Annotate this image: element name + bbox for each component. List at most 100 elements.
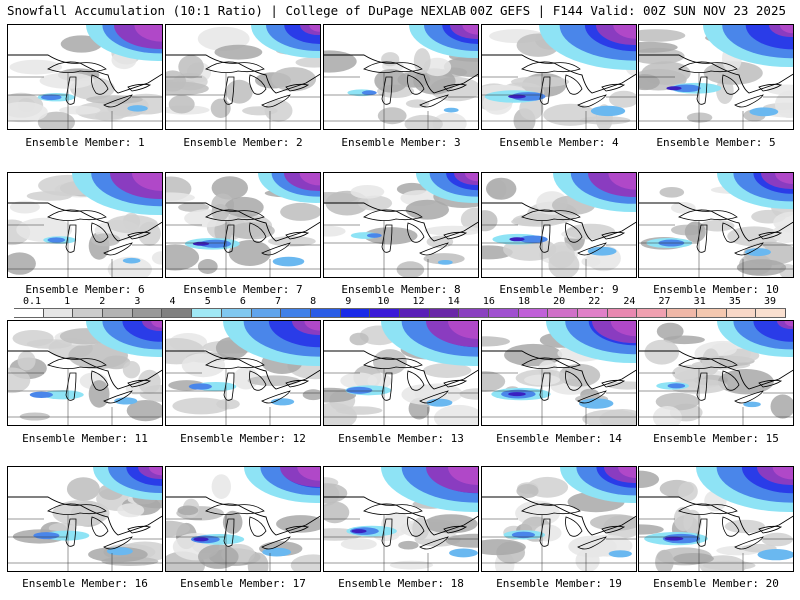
colorbar-swatch (429, 309, 460, 317)
snowfall-map (639, 321, 793, 425)
colorbar-swatch (637, 309, 668, 317)
snowfall-map (639, 173, 793, 277)
ensemble-member-label: Ensemble Member: 2 (183, 136, 303, 149)
colorbar-swatch (518, 309, 549, 317)
ensemble-member-label: Ensemble Member: 10 (653, 283, 779, 296)
snowfall-map-panel (7, 172, 163, 278)
colorbar-tick-label: 12 (412, 296, 425, 307)
ensemble-member-label: Ensemble Member: 16 (22, 577, 148, 590)
snowfall-map (166, 173, 320, 277)
ensemble-member-label: Ensemble Member: 4 (499, 136, 619, 149)
snowfall-map-panel (638, 466, 794, 572)
snowfall-map-panel (638, 172, 794, 278)
ensemble-member-label: Ensemble Member: 8 (341, 283, 461, 296)
colorbar-swatch (489, 309, 519, 317)
colorbar-tick-label: 24 (623, 296, 636, 307)
ensemble-member-label: Ensemble Member: 13 (338, 432, 464, 445)
colorbar-tick-label: 22 (588, 296, 601, 307)
colorbar-swatch (667, 309, 697, 317)
colorbar-tick-label: 14 (447, 296, 460, 307)
colorbar-swatch (578, 309, 608, 317)
snowfall-map (324, 467, 478, 571)
colorbar-tick-label: 18 (517, 296, 531, 307)
snowfall-map (324, 173, 478, 277)
colorbar-tick-label: 9 (345, 296, 352, 307)
colorbar-tick-label: 1 (64, 296, 71, 307)
snowfall-map-panel (638, 320, 794, 426)
colorbar-swatch (756, 309, 786, 317)
ensemble-member-label: Ensemble Member: 3 (341, 136, 461, 149)
snowfall-map-panel (165, 320, 321, 426)
ensemble-member-label: Ensemble Member: 5 (656, 136, 776, 149)
snowfall-map (639, 467, 793, 571)
colorbar-swatch (221, 309, 252, 317)
colorbar-swatch (696, 309, 727, 317)
colorbar-tick-label: 20 (553, 296, 566, 307)
snowfall-map-panel (323, 172, 479, 278)
colorbar-swatch (310, 309, 341, 317)
colorbar-tick-label: 6 (239, 296, 246, 307)
colorbar-strip (14, 308, 786, 318)
snowfall-map (482, 173, 636, 277)
colorbar-swatch (726, 309, 757, 317)
colorbar-tick-label: 10 (377, 296, 390, 307)
snowfall-map (482, 467, 636, 571)
colorbar-swatch (281, 309, 311, 317)
ensemble-member-label: Ensemble Member: 11 (22, 432, 148, 445)
snowfall-map (324, 25, 478, 129)
ensemble-member-label: Ensemble Member: 12 (180, 432, 306, 445)
colorbar-tick-label: 31 (693, 296, 706, 307)
ensemble-member-label: Ensemble Member: 9 (499, 283, 619, 296)
ensemble-member-label: Ensemble Member: 6 (25, 283, 145, 296)
colorbar-tick-label: 5 (204, 296, 211, 307)
snowfall-map (8, 467, 162, 571)
colorbar-tick-label: 2 (99, 296, 106, 307)
snowfall-map-panel (165, 24, 321, 130)
snowfall-colorbar: 0.1 1 2 3 4 5 6 7 8 9 10 12 14 16 18 20 22 24 27 31 35 39 (14, 296, 786, 318)
snowfall-map-panel (481, 466, 637, 572)
snowfall-map (482, 321, 636, 425)
colorbar-swatch (73, 309, 104, 317)
snowfall-map-panel (323, 320, 479, 426)
model-run-valid-time: 00Z GEFS | F144 Valid: 00Z SUN NOV 23 20… (469, 3, 786, 18)
snowfall-map (166, 321, 320, 425)
snowfall-map (166, 467, 320, 571)
colorbar-swatch (103, 309, 133, 317)
snowfall-map (8, 25, 162, 129)
colorbar-tick-labels: 0.1 1 2 3 4 5 6 7 8 9 10 12 14 16 18 20 22 24 27 31 35 39 (14, 296, 786, 308)
colorbar-swatch (340, 309, 371, 317)
ensemble-member-label: Ensemble Member: 15 (653, 432, 779, 445)
colorbar-tick-label: 4 (169, 296, 176, 307)
colorbar-tick-label: 35 (728, 296, 741, 307)
colorbar-swatch (370, 309, 400, 317)
colorbar-tick-label: 39 (763, 296, 777, 307)
snowfall-map-panel (481, 320, 637, 426)
snowfall-map (166, 25, 320, 129)
colorbar-tick-label: 8 (310, 296, 317, 307)
colorbar-swatch (132, 309, 163, 317)
ensemble-member-label: Ensemble Member: 20 (653, 577, 779, 590)
snowfall-map-panel (7, 320, 163, 426)
snowfall-map-panel (638, 24, 794, 130)
snowfall-map-panel (323, 24, 479, 130)
colorbar-tick-label: 7 (274, 296, 282, 307)
snowfall-map (8, 173, 162, 277)
ensemble-member-label: Ensemble Member: 19 (496, 577, 622, 590)
snowfall-map-panel (165, 172, 321, 278)
colorbar-tick-label: 3 (134, 296, 141, 307)
snowfall-map (639, 25, 793, 129)
colorbar-swatch (459, 309, 489, 317)
snowfall-map-panel (7, 466, 163, 572)
colorbar-tick-label: 27 (658, 296, 671, 307)
colorbar-tick-label: 0.1 (22, 296, 42, 307)
snowfall-map-panel (323, 466, 479, 572)
snowfall-map (324, 321, 478, 425)
snowfall-map (482, 25, 636, 129)
snowfall-map-panel (7, 24, 163, 130)
colorbar-swatch (607, 309, 638, 317)
ensemble-member-label: Ensemble Member: 18 (338, 577, 464, 590)
snowfall-map-panel (165, 466, 321, 572)
ensemble-member-label: Ensemble Member: 14 (496, 432, 622, 445)
snowfall-map-panel (481, 172, 637, 278)
snowfall-map-panel (481, 24, 637, 130)
